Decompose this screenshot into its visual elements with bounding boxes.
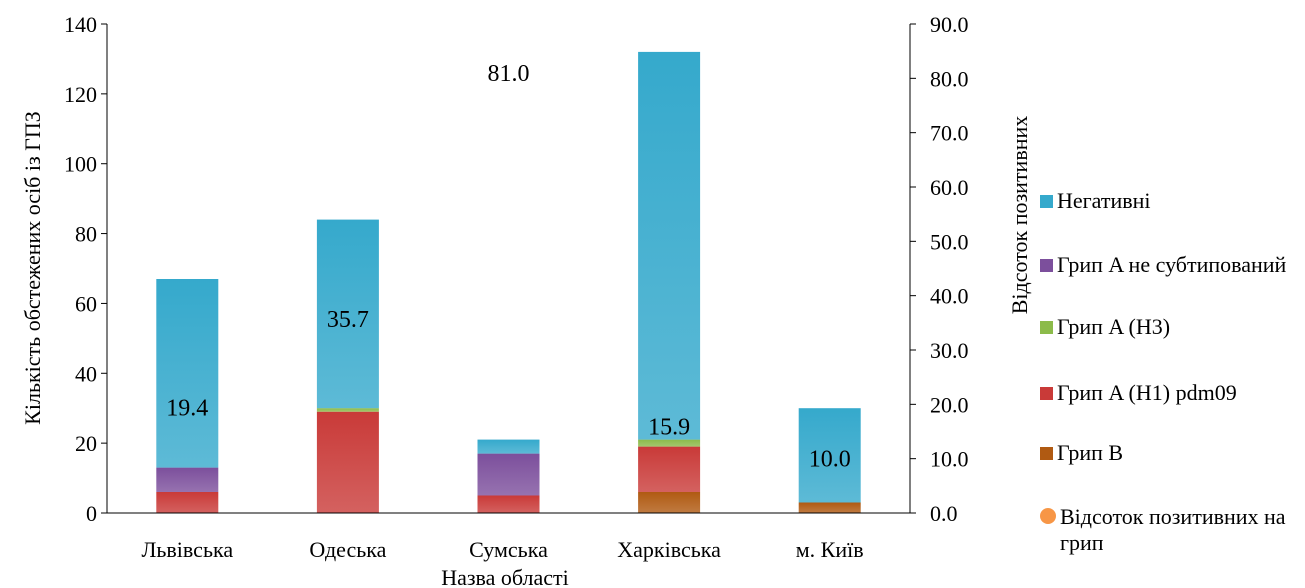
legend-swatch-negative <box>1040 195 1053 208</box>
bar-segment <box>477 453 540 496</box>
percent-data-label: 10.0 <box>809 447 851 473</box>
bar-segment <box>477 495 540 513</box>
legend-label-negative: Негативні <box>1057 188 1151 213</box>
legend-item-flu-a-h1: Грип A (H1) pdm09 <box>1040 380 1302 406</box>
legend-swatch-flu-b <box>1040 447 1053 460</box>
legend-swatch-flu-a-h3 <box>1040 321 1053 334</box>
x-tick-label: Сумська <box>469 537 548 562</box>
y2-tick-label: 50.0 <box>930 229 969 254</box>
legend-label-flu-a-h1: Грип A (H1) pdm09 <box>1057 380 1237 405</box>
bar-segment <box>798 502 861 513</box>
bar-segment <box>638 492 701 513</box>
bars-group <box>156 51 861 513</box>
y2-tick-label: 60.0 <box>930 175 969 200</box>
x-axis-title: Назва області <box>441 565 569 588</box>
y2-tick-label: 30.0 <box>930 338 969 363</box>
legend-label-positive-percent: Відсоток позитивних на грип <box>1060 504 1286 555</box>
bar-segment <box>638 51 701 440</box>
bar-segment <box>638 439 701 447</box>
y-tick-label: 40 <box>75 361 97 386</box>
y-tick-label: 80 <box>75 222 97 247</box>
y2-axis-title: Відсоток позитивних <box>1007 116 1032 315</box>
y2-tick-label: 40.0 <box>930 284 969 309</box>
legend-label-flu-a-unsubtyped: Грип A не субтипований <box>1057 252 1287 277</box>
bar-segment <box>638 446 701 492</box>
y-tick-label: 120 <box>64 82 97 107</box>
data-labels-group: 19.4 35.7 81.0 15.9 10.0 <box>166 61 850 473</box>
percent-data-label: 81.0 <box>488 61 530 87</box>
bar-segment <box>477 439 540 454</box>
legend-label-flu-a-h3: Грип A (H3) <box>1057 314 1171 339</box>
percent-data-label: 35.7 <box>327 307 369 333</box>
x-tick-label: Одеська <box>309 537 386 562</box>
y-tick-label: 20 <box>75 431 97 456</box>
y-axis-title: Кількість обстежених осіб із ГПЗ <box>20 111 45 425</box>
y2-tick-label: 10.0 <box>930 447 969 472</box>
y-tick-label: 140 <box>64 12 97 37</box>
y2-tick-label: 20.0 <box>930 392 969 417</box>
y2-tick-label: 0.0 <box>930 501 958 526</box>
bar-segment <box>156 279 219 468</box>
bar-segment <box>316 408 379 412</box>
y2-tick-label: 70.0 <box>930 121 969 146</box>
legend-item-flu-b: Грип B <box>1040 440 1302 466</box>
legend-item-flu-a-unsubtyped: Грип A не субтипований <box>1040 252 1302 278</box>
bar-segment <box>316 411 379 513</box>
y-tick-label: 60 <box>75 291 97 316</box>
x-tick-label: м. Київ <box>796 537 864 562</box>
y2-tick-label: 80.0 <box>930 66 969 91</box>
bar-segment <box>156 467 219 492</box>
legend-swatch-flu-a-unsubtyped <box>1040 259 1053 272</box>
y2-tick-label: 90.0 <box>930 12 969 37</box>
x-tick-label: Харківська <box>617 537 721 562</box>
legend-item-positive-percent: Відсоток позитивних на грип <box>1040 504 1302 556</box>
legend-swatch-positive-percent <box>1040 508 1056 524</box>
bar-segment <box>316 219 379 409</box>
legend-item-flu-a-h3: Грип A (H3) <box>1040 314 1302 340</box>
legend-swatch-flu-a-h1 <box>1040 387 1053 400</box>
y-tick-label: 100 <box>64 152 97 177</box>
axes-group: 0 20 40 60 80 100 120 140 0.0 10.0 20.0 30.0 40.0 50.… <box>64 12 969 562</box>
bar-segment <box>156 492 219 513</box>
percent-data-label: 15.9 <box>648 415 690 441</box>
legend-label-flu-b: Грип B <box>1057 440 1124 465</box>
y-tick-label: 0 <box>86 501 97 526</box>
x-tick-label: Львівська <box>141 537 233 562</box>
percent-data-label: 19.4 <box>166 396 208 422</box>
legend-item-negative: Негативні <box>1040 188 1302 214</box>
bar-segment <box>798 408 861 503</box>
